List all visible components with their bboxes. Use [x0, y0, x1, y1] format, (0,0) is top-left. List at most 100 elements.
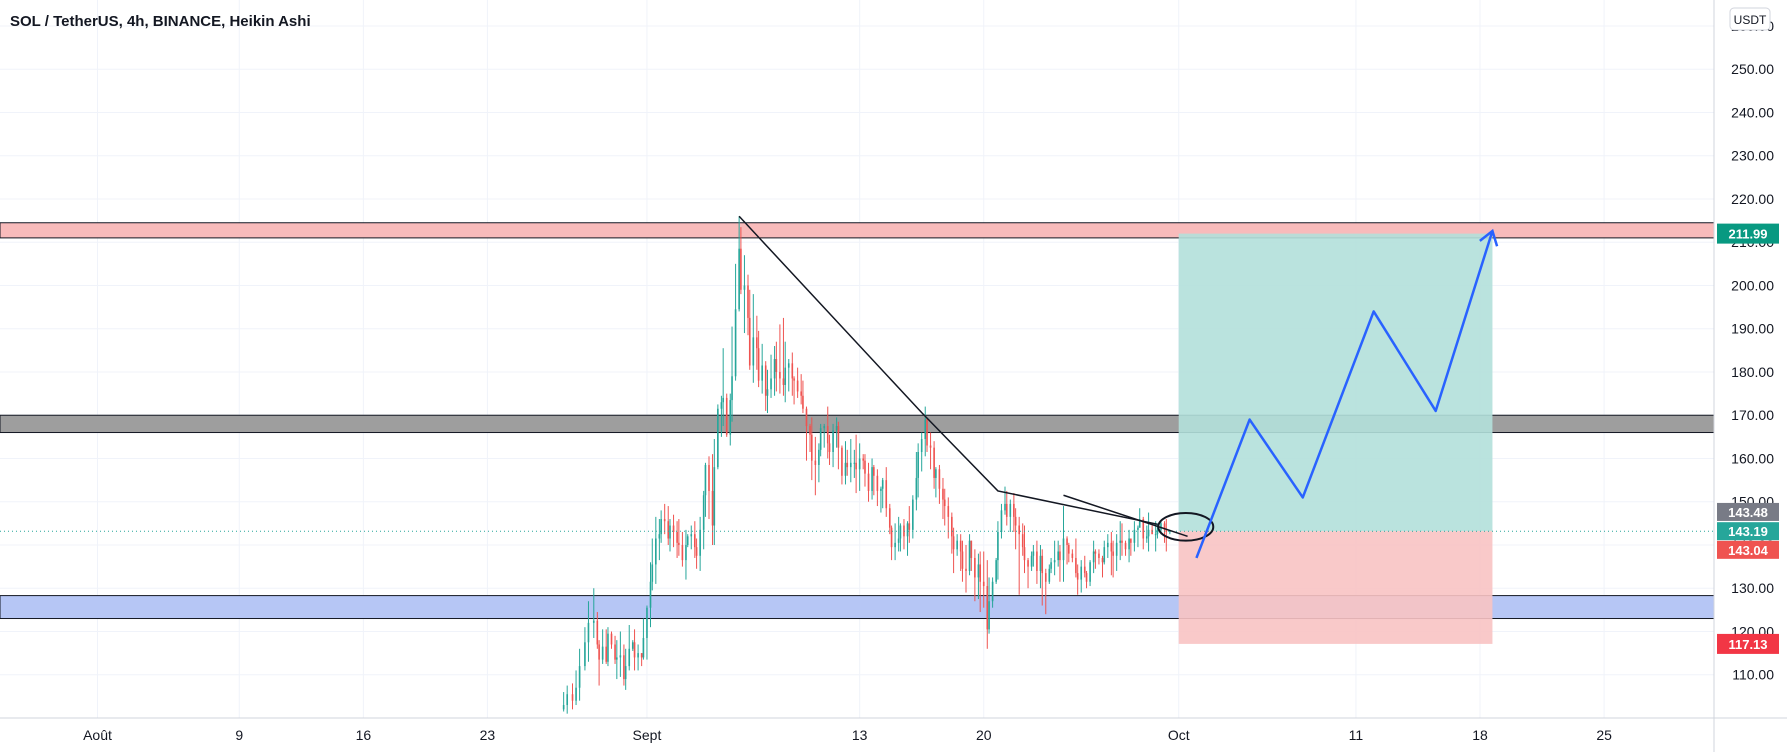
candle-body: [598, 644, 600, 660]
position-profit-area[interactable]: [1178, 233, 1493, 532]
candle-body: [605, 646, 608, 662]
candle-body: [947, 506, 950, 517]
candle-body: [855, 462, 857, 470]
candle-body: [982, 581, 985, 587]
candle-body: [935, 469, 937, 478]
candle-body: [628, 648, 631, 667]
ellipse-marker[interactable]: [1157, 511, 1215, 542]
candle-body: [717, 408, 719, 468]
candle-body: [1142, 519, 1145, 539]
candle-body: [571, 694, 574, 701]
candle-body: [991, 581, 994, 602]
candle-body: [952, 536, 955, 550]
y-tick-label: 250.00: [1731, 61, 1774, 77]
currency-label: USDT: [1734, 13, 1767, 27]
candle-body: [864, 460, 866, 474]
candle-body: [782, 378, 785, 385]
candle-body: [995, 560, 997, 582]
candle-body: [899, 525, 902, 539]
candle-body: [607, 633, 609, 662]
candle-body: [1005, 503, 1008, 517]
candle-body: [743, 285, 746, 290]
candle-body: [837, 426, 840, 448]
candle-body: [651, 564, 654, 582]
candle-body: [903, 525, 905, 537]
candle-body: [1169, 531, 1171, 533]
candle-body: [970, 540, 973, 558]
candle-body: [725, 397, 728, 435]
candle-body: [676, 532, 678, 543]
candle-body: [601, 646, 604, 660]
candle-body: [1030, 555, 1033, 567]
candle-body: [614, 644, 616, 660]
candle-body: [1004, 503, 1006, 511]
candle-body: [1075, 557, 1077, 574]
candle-body: [713, 467, 716, 526]
x-tick-label: 16: [356, 727, 372, 743]
candle-body: [826, 426, 829, 444]
candle-body: [1076, 573, 1079, 580]
position-tool[interactable]: [1178, 233, 1493, 644]
candle-body: [1085, 573, 1088, 582]
candle-body: [1103, 547, 1106, 563]
candle-body: [844, 462, 847, 476]
candle-body: [1041, 555, 1044, 574]
candle-body: [906, 523, 909, 537]
candle-body: [1053, 560, 1056, 563]
candle-body: [704, 464, 707, 496]
candle-body: [761, 365, 763, 381]
candle-body: [1133, 529, 1136, 543]
candle-body: [1013, 503, 1015, 517]
candle-body: [1048, 568, 1051, 582]
candle-body: [1032, 551, 1035, 556]
candle-body: [880, 488, 882, 491]
chart-title: SOL / TetherUS, 4h, BINANCE, Heikin Ashi: [10, 13, 311, 30]
candle-body: [915, 477, 918, 500]
candle-body: [890, 527, 893, 548]
candle-body: [748, 317, 751, 366]
candles: [562, 216, 1171, 714]
drawings[interactable]: [738, 215, 1499, 559]
candle-body: [1039, 555, 1042, 571]
candle-body: [800, 391, 802, 396]
y-tick-label: 130.00: [1731, 580, 1774, 596]
candle-body: [667, 521, 670, 539]
x-tick-label: 11: [1349, 727, 1364, 743]
candle-body: [1098, 553, 1100, 558]
projection-arrow-head[interactable]: [1479, 228, 1499, 247]
candle-body: [787, 363, 790, 368]
candle-body: [738, 248, 740, 310]
candle-body: [1083, 566, 1086, 574]
candle-body: [920, 439, 923, 452]
position-loss-area[interactable]: [1178, 531, 1493, 644]
candle-body: [623, 655, 625, 680]
candle-body: [1154, 534, 1157, 536]
candle-body: [1106, 542, 1109, 548]
candle-body: [631, 642, 634, 649]
candle-body: [908, 523, 911, 530]
projection-path[interactable]: [1195, 230, 1494, 559]
trendline[interactable]: [738, 215, 1158, 525]
currency-button[interactable]: USDT: [1729, 7, 1771, 31]
candle-body: [562, 705, 565, 710]
x-tick-label: 13: [852, 727, 868, 743]
candle-body: [773, 359, 776, 379]
target-price-tag: 211.99: [1728, 227, 1767, 242]
price-tag-bg: [1717, 540, 1779, 559]
candle-body: [793, 378, 795, 381]
candle-body: [756, 337, 758, 349]
candle-body: [802, 395, 804, 409]
candle-body: [1130, 538, 1132, 543]
trendline[interactable]: [1063, 494, 1188, 538]
candle-body: [1112, 551, 1114, 556]
candle-body: [814, 460, 817, 465]
candle-body: [669, 525, 671, 539]
candle-body: [1101, 557, 1104, 563]
candle-body: [681, 544, 684, 561]
candle-body: [805, 408, 808, 427]
candle-body: [575, 687, 577, 701]
candle-body: [1094, 551, 1097, 554]
candle-body: [694, 534, 696, 548]
candle-body: [1137, 527, 1139, 530]
